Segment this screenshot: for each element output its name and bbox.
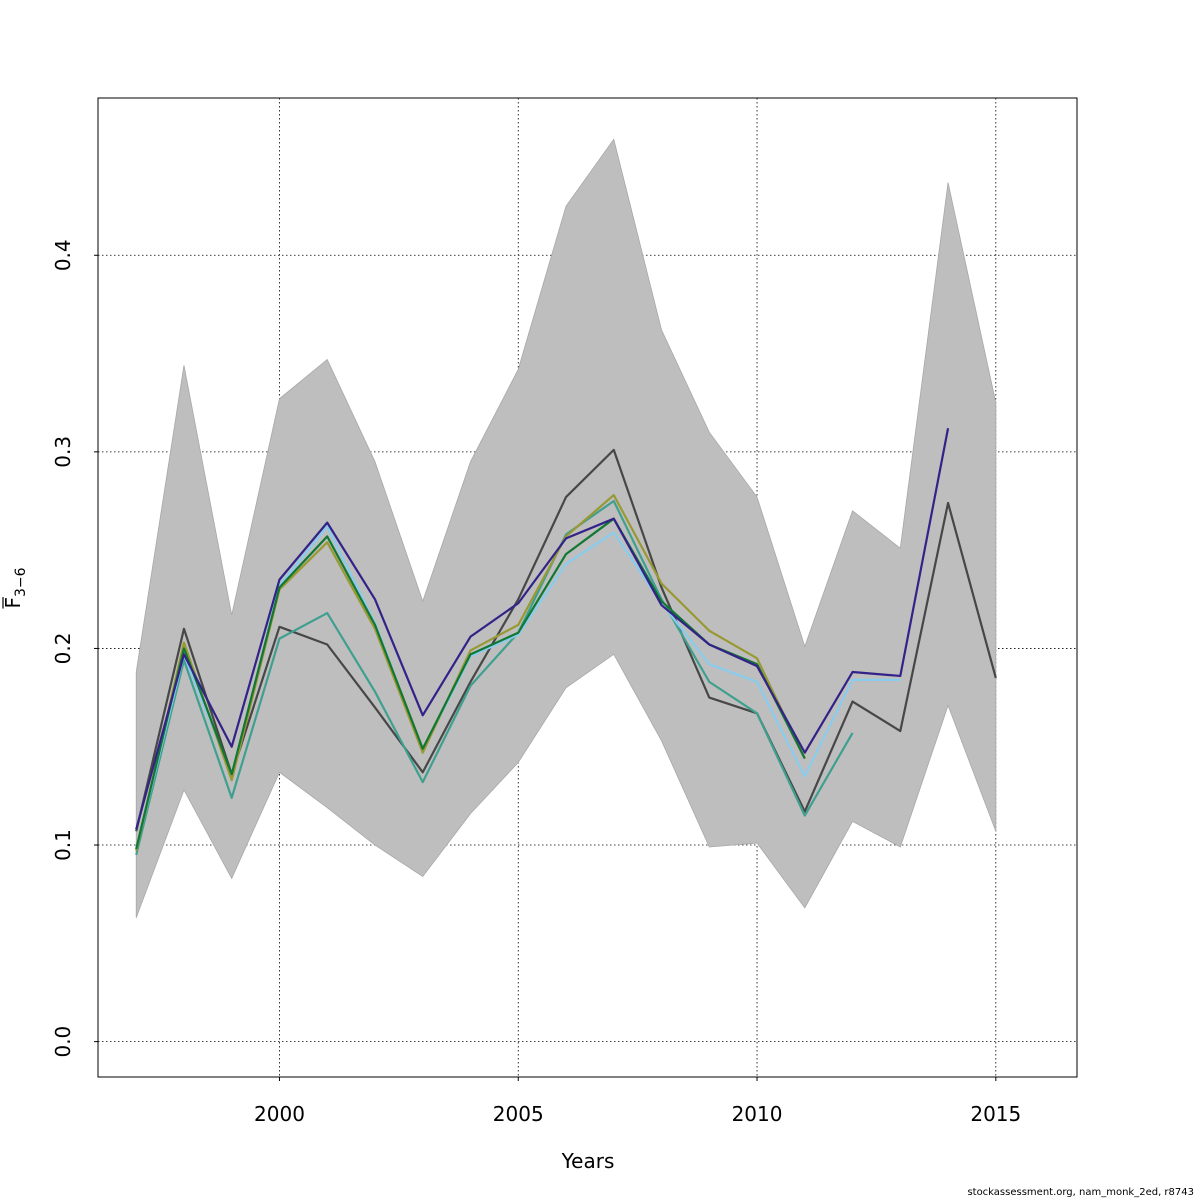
confidence-band-area: [135, 138, 997, 918]
footer-note: stockassessment.org, nam_monk_2ed, r8743: [967, 1187, 1194, 1198]
plot-frame: [97, 97, 1078, 1078]
x-tick-label: 2005: [493, 1102, 544, 1126]
y-tick-label: 0.2: [51, 633, 75, 665]
series-line-6: [135, 428, 950, 830]
series-line-4: [135, 494, 806, 852]
y-axis-title-sub: 3−6: [13, 567, 29, 597]
y-tick-label: 0.1: [51, 829, 75, 861]
y-axis-title-main: F: [1, 597, 25, 609]
y-tick-label: 0.0: [51, 1026, 75, 1058]
x-tick-label: 2000: [254, 1102, 305, 1126]
x-tick-label: 2010: [732, 1102, 783, 1126]
y-tick-label: 0.4: [51, 239, 75, 271]
y-axis: 0.0 0.1 0.2 0.3 0.4: [51, 239, 98, 1058]
x-tick-label: 2015: [970, 1102, 1021, 1126]
x-axis: 2000 2005 2010 2015: [254, 1077, 1021, 1126]
y-tick-label: 0.3: [51, 436, 75, 468]
x-axis-title: Years: [561, 1149, 615, 1173]
y-axis-title: F3−6: [1, 567, 29, 608]
series-line-2: [135, 499, 854, 856]
series-lines: [135, 428, 997, 856]
series-line-1: [135, 448, 997, 832]
confidence-band: [135, 138, 997, 918]
